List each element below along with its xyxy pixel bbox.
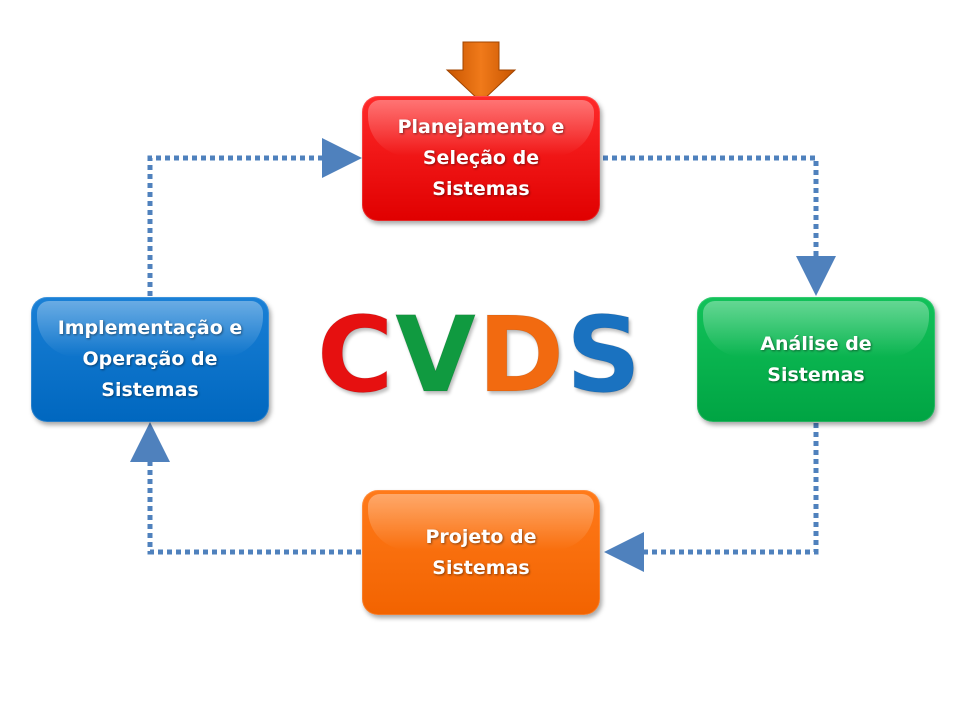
entry-arrow-icon xyxy=(445,41,517,103)
arrow-analise-to-projeto xyxy=(604,423,819,572)
cvds-title: C V D S xyxy=(316,294,641,417)
node-analise: Análise de Sistemas xyxy=(697,297,935,422)
node-label: Projeto de Sistemas xyxy=(425,525,537,579)
arrow-implementacao-to-planejamento xyxy=(147,138,362,296)
node-label: Planejamento e Seleção de Sistemas xyxy=(397,116,565,200)
title-letter-v: V xyxy=(395,294,478,417)
arrow-projeto-to-implementacao xyxy=(130,422,361,555)
title-letter-s: S xyxy=(566,294,644,417)
node-planejamento-selecao: Planejamento e Seleção de Sistemas xyxy=(362,96,600,221)
node-projeto: Projeto de Sistemas xyxy=(362,490,600,615)
node-label: Análise de Sistemas xyxy=(760,332,872,386)
node-label: Implementação e Operação de Sistemas xyxy=(57,317,243,401)
node-implementacao-operacao: Implementação e Operação de Sistemas xyxy=(31,297,269,422)
title-letter-c: C xyxy=(316,294,396,417)
arrow-planejamento-to-analise xyxy=(603,155,836,296)
title-letter-d: D xyxy=(477,294,567,417)
